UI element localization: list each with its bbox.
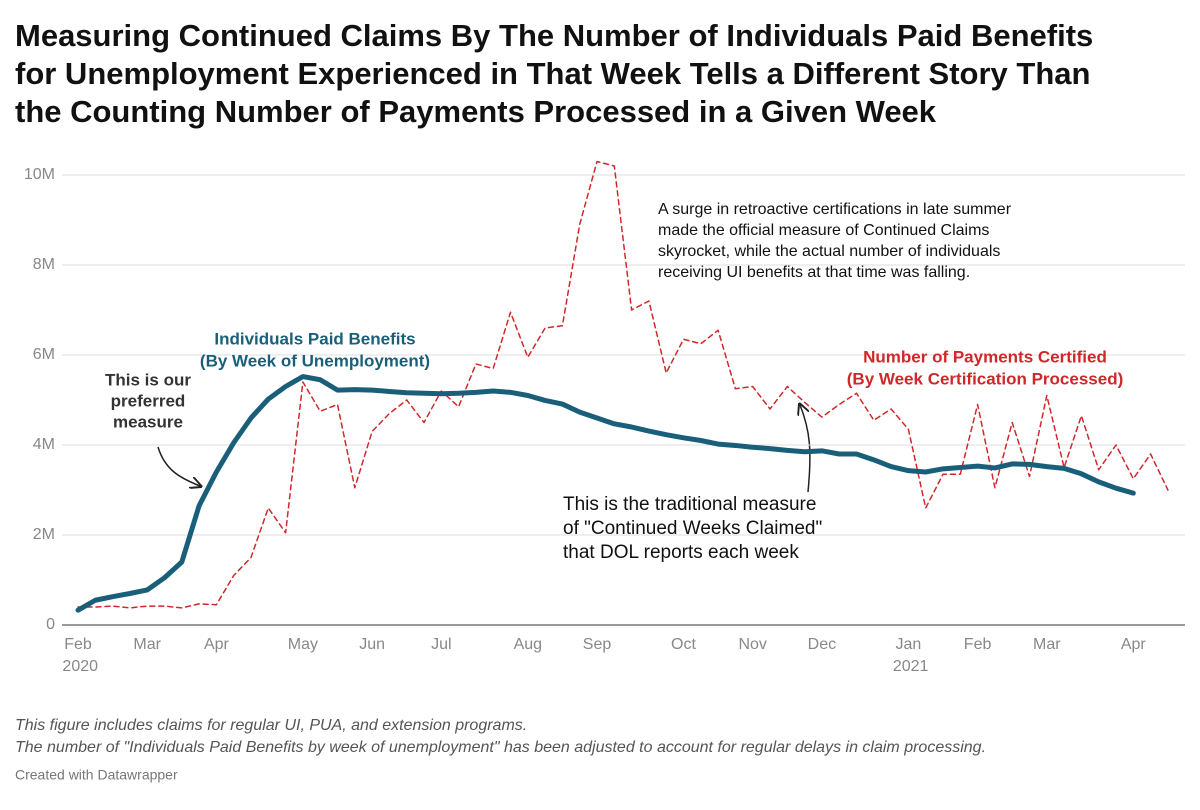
x-tick-label: Nov — [738, 636, 766, 653]
arrow — [800, 405, 811, 493]
annotation: of "Continued Weeks Claimed" — [563, 518, 822, 539]
series-label: (By Week of Unemployment) — [200, 351, 430, 370]
arrow — [157, 446, 200, 486]
annotation: receiving UI benefits at that time was f… — [658, 264, 970, 281]
annotation: A surge in retroactive certifications in… — [658, 201, 1012, 218]
x-tick-label: Mar — [1033, 636, 1061, 653]
annotation: measure — [113, 412, 183, 431]
x-tick-label: Dec — [808, 636, 836, 653]
series-line — [77, 160, 1169, 609]
chart-title: Measuring Continued Claims By The Number… — [15, 18, 1093, 53]
x-tick-label: Jan 2021 — [888, 636, 928, 675]
x-tick-label: Aug — [514, 636, 542, 653]
series-line — [75, 374, 1136, 613]
x-tick-label: Feb — [964, 636, 992, 653]
y-tick-label: 4M — [33, 436, 55, 453]
x-tick-label: Feb 2020 — [58, 636, 98, 675]
annotation: made the official measure of Continued C… — [658, 222, 989, 239]
x-tick-label: Sep — [583, 636, 612, 653]
series-label: (By Week Certification Processed) — [847, 369, 1124, 388]
chart-title: the Counting Number of Payments Processe… — [15, 94, 937, 129]
chart-title: for Unemployment Experienced in That Wee… — [15, 56, 1090, 91]
y-tick-label: 8M — [33, 256, 55, 273]
x-tick-label: Apr — [204, 636, 230, 653]
x-tick-label: May — [288, 636, 318, 653]
credit: Created with Datawrapper — [15, 767, 178, 783]
footnote: This figure includes claims for regular … — [15, 717, 527, 734]
x-tick-label: Apr — [1121, 636, 1147, 653]
footnote: The number of "Individuals Paid Benefits… — [15, 739, 986, 756]
annotation: that DOL reports each week — [563, 542, 799, 563]
annotation: preferred — [111, 391, 186, 410]
x-tick-label: Jun — [359, 636, 385, 653]
y-tick-label: 2M — [33, 526, 55, 543]
annotation: This is the traditional measure — [563, 494, 816, 515]
annotation: This is our — [105, 370, 191, 389]
y-tick-label: 0 — [46, 616, 55, 633]
annotation: skyrocket, while the actual number of in… — [658, 243, 1000, 260]
y-tick-label: 10M — [24, 166, 55, 183]
x-tick-label: Jul — [431, 636, 451, 653]
series-label: Individuals Paid Benefits — [214, 329, 415, 348]
x-tick-label: Mar — [133, 636, 161, 653]
y-tick-label: 6M — [33, 346, 55, 363]
series-label: Number of Payments Certified — [863, 347, 1107, 366]
x-tick-label: Oct — [671, 636, 696, 653]
